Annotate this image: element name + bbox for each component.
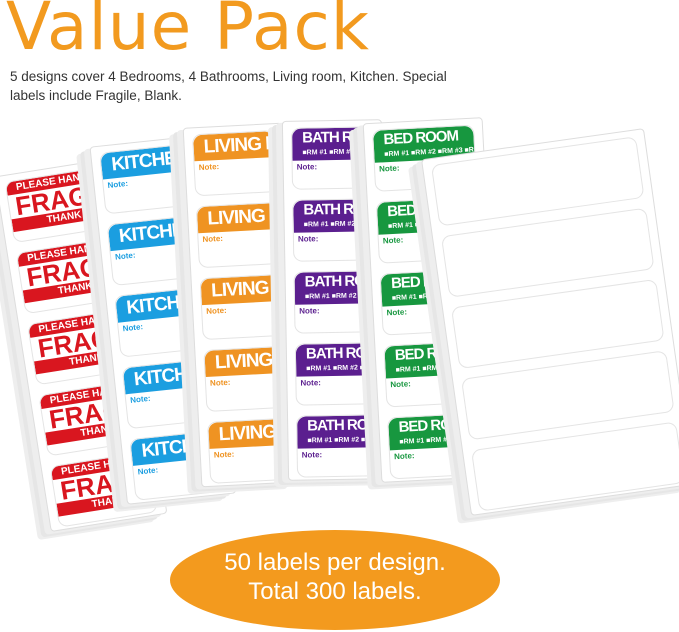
- label-living-room: LIVING ROOM Note:: [192, 130, 278, 197]
- note-field: Note:: [206, 305, 227, 316]
- room-checkboxes: ■RM #1 ■RM #2 ■RM #3: [302, 148, 372, 157]
- label-living-room: LIVING ROOM Note:: [207, 417, 293, 484]
- note-field: Note:: [296, 162, 318, 172]
- note-field: Note:: [209, 377, 231, 388]
- note-field: Note:: [299, 306, 320, 316]
- note-field: Note:: [301, 450, 323, 460]
- page-title: Value Pack: [6, 0, 371, 65]
- badge-line-2: Total 300 labels.: [248, 578, 422, 605]
- label-bathroom: BATH ROOM■RM #1 ■RM #2 ■RM #3Note:: [290, 126, 375, 190]
- label-living-room: LIVING ROOM Note:: [199, 273, 285, 341]
- label-bathroom: BATH ROOM■RM #1 ■RM #2 ■RM #3Note:: [292, 198, 376, 262]
- label-living-room: LIVING ROOM Note:: [203, 345, 289, 413]
- label-living-room: LIVING ROOM Note:: [195, 201, 281, 269]
- note-field: Note:: [198, 162, 220, 173]
- room-checkboxes: ■RM #1 ■RM #2 ■RM #3: [303, 220, 374, 229]
- label-title: BATH ROOM■RM #1 ■RM #2 ■RM #3: [293, 199, 374, 233]
- subtitle: 5 designs cover 4 Bedrooms, 4 Bathrooms,…: [10, 69, 447, 103]
- room-checkboxes: ■RM #1 ■RM #2 ■RM #3: [307, 436, 377, 445]
- label-kitchen: KITCHEN Note:: [99, 143, 198, 215]
- label-title: BATH ROOM■RM #1 ■RM #2 ■RM #3: [292, 127, 373, 161]
- note-field: Note:: [213, 449, 235, 460]
- label-title: BATH ROOM■RM #1 ■RM #2 ■RM #3: [297, 415, 378, 449]
- label-bathroom: BATH ROOM■RM #1 ■RM #2 ■RM #3Note:: [293, 270, 377, 334]
- label-bathroom: BATH ROOM■RM #1 ■RM #2 ■RM #3Note:: [294, 342, 378, 406]
- note-field: Note:: [297, 234, 319, 244]
- label-title: BATH ROOM■RM #1 ■RM #2 ■RM #3: [295, 343, 377, 377]
- label-bathroom: BATH ROOM■RM #1 ■RM #2 ■RM #3Note:: [296, 414, 380, 478]
- badge-line-1: 50 labels per design.: [224, 549, 446, 576]
- room-checkboxes: ■RM #1 ■RM #2 ■RM #3: [306, 364, 376, 373]
- note-field: Note:: [300, 378, 321, 388]
- label-title: BATH ROOM■RM #1 ■RM #2 ■RM #3: [294, 271, 376, 305]
- room-checkboxes: ■RM #1 ■RM #2 ■RM #3: [304, 292, 375, 301]
- note-field: Note:: [202, 233, 224, 244]
- label-count-badge: 50 labels per design. Total 300 labels.: [170, 530, 500, 630]
